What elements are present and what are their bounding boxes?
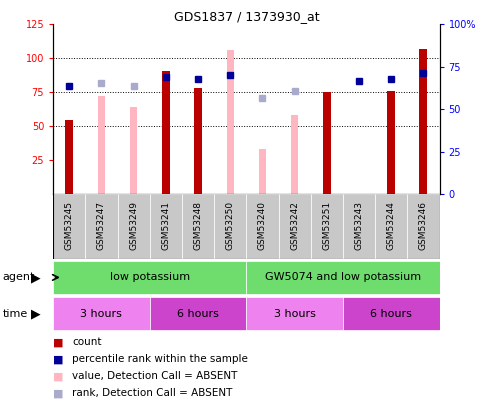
Bar <box>323 130 330 194</box>
Text: 3 hours: 3 hours <box>81 309 122 319</box>
Text: GSM53240: GSM53240 <box>258 201 267 250</box>
Text: ▶: ▶ <box>31 307 41 320</box>
Bar <box>194 88 202 194</box>
Text: low potassium: low potassium <box>110 273 190 282</box>
Bar <box>291 115 298 194</box>
Bar <box>227 50 234 194</box>
Bar <box>130 107 137 194</box>
Bar <box>246 261 440 294</box>
Bar <box>279 194 311 259</box>
Bar <box>53 261 246 294</box>
Bar <box>407 194 440 259</box>
Text: ■: ■ <box>53 354 64 364</box>
Bar <box>246 297 343 330</box>
Bar <box>150 297 246 330</box>
Bar <box>85 194 117 259</box>
Title: GDS1837 / 1373930_at: GDS1837 / 1373930_at <box>173 10 319 23</box>
Text: ■: ■ <box>53 388 64 398</box>
Bar <box>162 77 170 194</box>
Text: 6 hours: 6 hours <box>177 309 219 319</box>
Text: GSM53251: GSM53251 <box>322 201 331 250</box>
Bar <box>419 49 427 194</box>
Text: value, Detection Call = ABSENT: value, Detection Call = ABSENT <box>72 371 238 381</box>
Bar <box>343 194 375 259</box>
Text: rank, Detection Call = ABSENT: rank, Detection Call = ABSENT <box>72 388 233 398</box>
Bar <box>98 96 105 194</box>
Text: GSM53244: GSM53244 <box>387 201 396 250</box>
Bar <box>246 194 279 259</box>
Text: ■: ■ <box>53 337 64 347</box>
Bar <box>323 92 331 194</box>
Text: percentile rank within the sample: percentile rank within the sample <box>72 354 248 364</box>
Text: GSM53248: GSM53248 <box>194 201 202 250</box>
Bar <box>387 91 395 194</box>
Text: 3 hours: 3 hours <box>274 309 315 319</box>
Text: GSM53245: GSM53245 <box>65 201 74 250</box>
Text: ■: ■ <box>53 371 64 381</box>
Bar <box>182 194 214 259</box>
Bar <box>53 297 150 330</box>
Text: GSM53241: GSM53241 <box>161 201 170 250</box>
Text: GSM53242: GSM53242 <box>290 201 299 250</box>
Text: GSM53246: GSM53246 <box>419 201 428 250</box>
Bar <box>343 297 440 330</box>
Text: count: count <box>72 337 102 347</box>
Text: GSM53247: GSM53247 <box>97 201 106 250</box>
Text: GSM53249: GSM53249 <box>129 201 138 250</box>
Bar <box>162 70 170 194</box>
Bar <box>65 119 73 194</box>
Text: GSM53243: GSM53243 <box>355 201 364 250</box>
Bar <box>311 194 343 259</box>
Bar <box>420 73 427 194</box>
Text: GSM53250: GSM53250 <box>226 201 235 250</box>
Bar <box>214 194 246 259</box>
Text: 6 hours: 6 hours <box>370 309 412 319</box>
Bar <box>375 194 407 259</box>
Text: GW5074 and low potassium: GW5074 and low potassium <box>265 273 421 282</box>
Bar <box>117 194 150 259</box>
Text: ▶: ▶ <box>31 271 41 284</box>
Bar <box>259 149 266 194</box>
Text: agent: agent <box>2 273 35 282</box>
Bar <box>150 194 182 259</box>
Bar <box>53 194 85 259</box>
Text: time: time <box>2 309 28 319</box>
